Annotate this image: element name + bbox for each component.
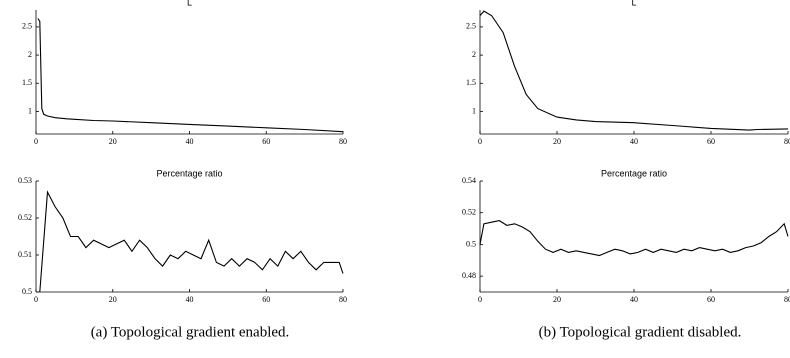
x-tick-label: 60 — [707, 137, 715, 146]
chart-title: L — [187, 0, 192, 7]
data-line — [39, 190, 344, 293]
x-tick-label: 20 — [553, 295, 561, 304]
y-tick-label: 0.52 — [462, 208, 476, 217]
x-tick-label: 60 — [262, 137, 270, 146]
y-tick-label: 2 — [472, 50, 476, 59]
caption: (b) Topological gradient disabled. — [539, 324, 742, 340]
y-tick-label: 2 — [28, 50, 32, 59]
data-line — [479, 220, 789, 257]
x-tick-label: 60 — [262, 295, 270, 304]
x-tick-label: 40 — [186, 137, 194, 146]
y-tick-label: 0.5 — [22, 287, 32, 296]
x-tick-label: 80 — [784, 295, 790, 304]
y-tick-label: 1 — [28, 106, 32, 115]
x-tick-label: 20 — [109, 137, 117, 146]
data-line — [37, 18, 344, 133]
chart-title: Percentage ratio — [156, 168, 222, 178]
y-tick-label: 1.5 — [22, 78, 32, 87]
y-tick-label: 2.5 — [22, 22, 32, 31]
y-tick-label: 2.5 — [466, 22, 476, 31]
y-tick-label: 0.5 — [466, 239, 476, 248]
x-tick-label: 0 — [478, 137, 482, 146]
x-tick-label: 40 — [186, 295, 194, 304]
y-tick-label: 0.53 — [18, 176, 32, 185]
x-tick-label: 40 — [630, 137, 638, 146]
y-tick-label: 0.48 — [462, 271, 476, 280]
caption: (a) Topological gradient enabled. — [91, 324, 290, 340]
data-line — [479, 10, 789, 131]
x-tick-label: 20 — [553, 137, 561, 146]
y-tick-label: 0.52 — [18, 213, 32, 222]
y-tick-label: 0.51 — [18, 250, 32, 259]
x-tick-label: 80 — [339, 137, 347, 146]
y-tick-label: 0.54 — [462, 176, 476, 185]
x-tick-label: 60 — [707, 295, 715, 304]
y-tick-label: 1.5 — [466, 78, 476, 87]
x-tick-label: 0 — [34, 137, 38, 146]
x-tick-label: 40 — [630, 295, 638, 304]
x-tick-label: 0 — [34, 295, 38, 304]
x-tick-label: 0 — [478, 295, 482, 304]
x-tick-label: 20 — [109, 295, 117, 304]
x-tick-label: 80 — [784, 137, 790, 146]
chart-title: Percentage ratio — [601, 168, 667, 178]
y-tick-label: 1 — [472, 106, 476, 115]
chart-title: L — [631, 0, 636, 7]
x-tick-label: 80 — [339, 295, 347, 304]
